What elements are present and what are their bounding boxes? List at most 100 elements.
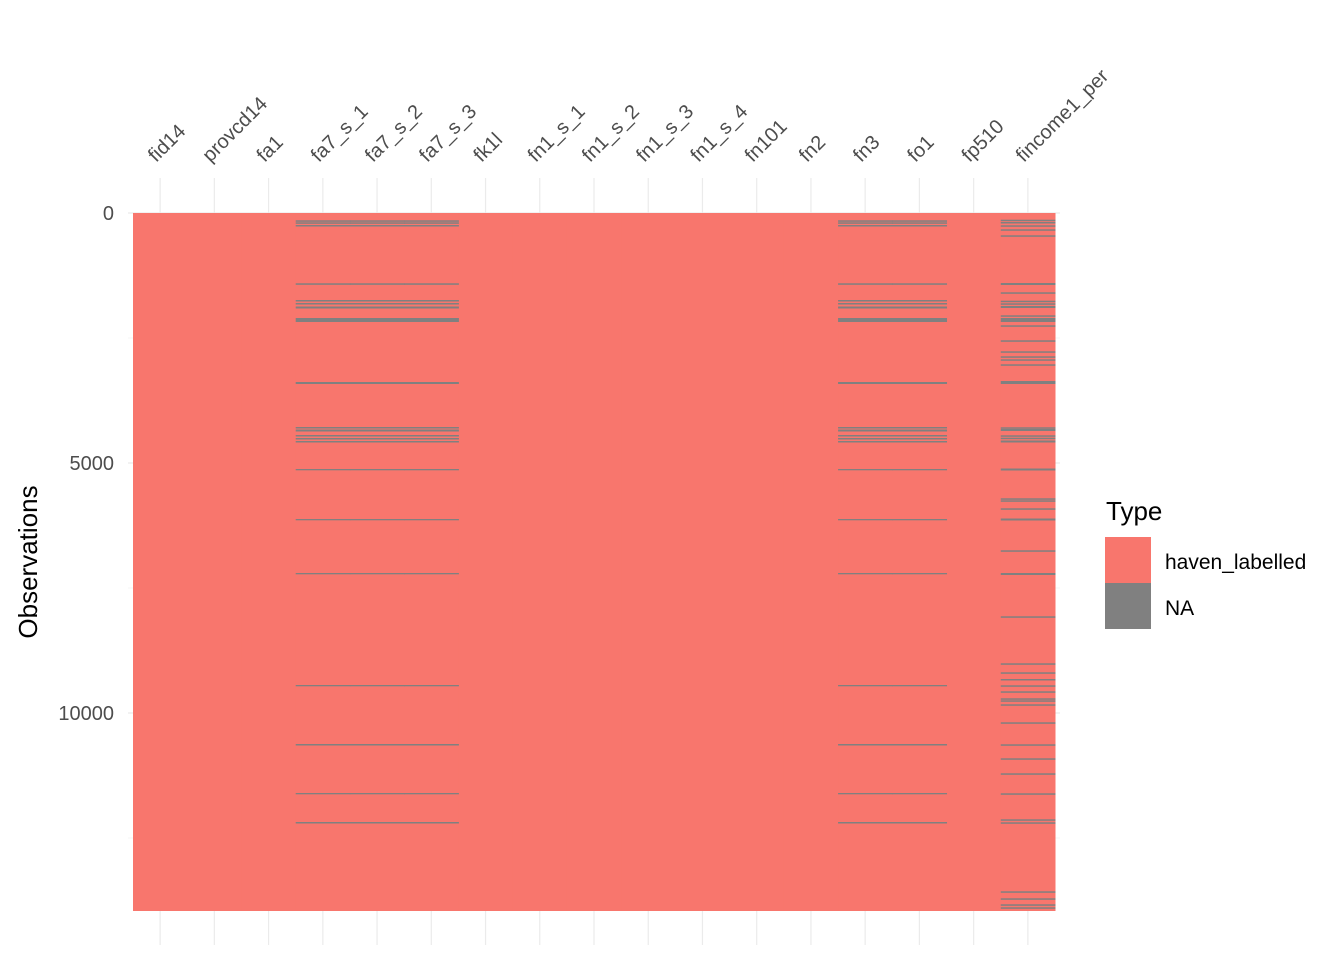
- na-mark-fa7_s_3: [404, 283, 459, 285]
- y-tick-label: 0: [103, 203, 114, 225]
- x-tick-label: fa7_s_3: [415, 101, 481, 167]
- na-mark-fa7_s_1: [295, 427, 351, 429]
- na-mark-fincome1_per: [1000, 229, 1056, 231]
- na-mark-fincome1_per: [1000, 691, 1056, 693]
- na-mark-fincome1_per: [1000, 351, 1056, 353]
- na-mark-fn3: [838, 793, 893, 795]
- na-mark-fa7_s_1: [295, 283, 351, 285]
- na-mark-fincome1_per: [1000, 303, 1056, 305]
- na-mark-fa7_s_2: [349, 222, 405, 224]
- na-mark-fn3: [838, 469, 893, 471]
- na-mark-fincome1_per: [1000, 429, 1056, 431]
- na-mark-fa7_s_3: [404, 220, 459, 222]
- na-mark-fa7_s_2: [349, 429, 405, 432]
- column-fn1_s_4: [675, 213, 731, 911]
- na-mark-fincome1_per: [1000, 685, 1056, 687]
- column-fn3: [838, 213, 893, 911]
- x-tick-label: fo1: [903, 131, 938, 166]
- na-mark-fincome1_per: [1000, 318, 1056, 322]
- x-tick-label: fincome1_per: [1012, 65, 1113, 166]
- na-mark-fincome1_per: [1000, 315, 1056, 317]
- na-mark-fa7_s_3: [404, 469, 459, 471]
- na-mark-fincome1_per: [1000, 672, 1056, 674]
- na-mark-fn3: [838, 382, 893, 384]
- na-mark-fincome1_per: [1000, 616, 1056, 618]
- na-mark-fincome1_per: [1000, 381, 1056, 384]
- column-fn1_s_2: [566, 213, 622, 911]
- na-mark-fa7_s_2: [349, 318, 405, 322]
- na-mark-fo1: [892, 382, 948, 384]
- na-mark-fincome1_per: [1000, 300, 1056, 303]
- na-mark-fincome1_per: [1000, 437, 1056, 440]
- legend-key-haven-labelled: [1105, 537, 1151, 583]
- na-mark-fo1: [892, 744, 948, 746]
- y-axis-labels: 0 5000 10000: [58, 203, 114, 725]
- na-mark-fa7_s_3: [404, 303, 459, 305]
- na-mark-fa7_s_3: [404, 318, 459, 322]
- na-mark-fa7_s_2: [349, 573, 405, 575]
- na-mark-fn3: [838, 519, 893, 521]
- na-mark-fa7_s_3: [404, 300, 459, 302]
- na-mark-fincome1_per: [1000, 744, 1056, 746]
- na-mark-fn3: [838, 306, 893, 309]
- na-mark-fincome1_per: [1000, 219, 1056, 222]
- na-mark-fa7_s_3: [404, 225, 459, 227]
- na-mark-fa7_s_1: [295, 318, 351, 322]
- na-mark-fa7_s_1: [295, 220, 351, 222]
- column-fn2: [783, 213, 839, 911]
- y-axis-title: Observations: [13, 485, 43, 638]
- column-fa7_s_3: [404, 213, 459, 911]
- na-mark-fa7_s_1: [295, 382, 351, 384]
- na-mark-fincome1_per: [1000, 698, 1056, 700]
- na-mark-fincome1_per: [1000, 573, 1056, 575]
- na-mark-fa7_s_2: [349, 427, 405, 429]
- na-mark-fo1: [892, 300, 948, 302]
- na-mark-fa7_s_1: [295, 744, 351, 746]
- na-mark-fa7_s_2: [349, 793, 405, 795]
- na-mark-fa7_s_3: [404, 306, 459, 309]
- na-mark-fincome1_per: [1000, 758, 1056, 760]
- na-mark-fa7_s_1: [295, 300, 351, 302]
- x-tick-label: fk1l: [470, 129, 508, 167]
- column-fn101: [729, 213, 785, 911]
- na-mark-fn3: [838, 318, 893, 322]
- na-mark-fa7_s_1: [295, 822, 351, 824]
- na-mark-fa7_s_2: [349, 822, 405, 824]
- na-mark-fincome1_per: [1000, 283, 1056, 285]
- x-tick-label: fp510: [958, 116, 1009, 167]
- na-mark-fincome1_per: [1000, 773, 1056, 775]
- na-mark-fa7_s_2: [349, 382, 405, 384]
- na-mark-fa7_s_3: [404, 822, 459, 824]
- na-mark-fincome1_per: [1000, 468, 1056, 471]
- na-mark-fn3: [838, 222, 893, 224]
- legend: Type haven_labelled NA: [1105, 496, 1306, 629]
- column-fa1: [241, 213, 297, 911]
- na-mark-fo1: [892, 435, 948, 437]
- na-mark-fincome1_per: [1000, 904, 1056, 906]
- na-mark-fincome1_per: [1000, 356, 1056, 358]
- na-mark-fincome1_per: [1000, 819, 1056, 821]
- na-mark-fo1: [892, 685, 948, 687]
- na-mark-fincome1_per: [1000, 793, 1056, 795]
- column-fa7_s_2: [349, 213, 405, 911]
- na-mark-fincome1_per: [1000, 364, 1056, 366]
- na-mark-fo1: [892, 306, 948, 309]
- legend-title: Type: [1106, 496, 1162, 526]
- column-fincome1_per: [1000, 213, 1056, 911]
- na-mark-fa7_s_3: [404, 685, 459, 687]
- na-mark-fn3: [838, 744, 893, 746]
- na-mark-fn3: [838, 300, 893, 302]
- na-mark-fa7_s_2: [349, 303, 405, 305]
- na-mark-fo1: [892, 793, 948, 795]
- na-mark-fa7_s_1: [295, 306, 351, 309]
- na-mark-fa7_s_2: [349, 225, 405, 227]
- na-mark-fincome1_per: [1000, 822, 1056, 824]
- na-mark-fa7_s_1: [295, 793, 351, 795]
- na-mark-fa7_s_1: [295, 303, 351, 305]
- na-mark-fo1: [892, 283, 948, 285]
- na-mark-fo1: [892, 220, 948, 222]
- x-tick-label: fa7_s_1: [307, 101, 373, 167]
- na-mark-fa7_s_1: [295, 519, 351, 521]
- na-mark-fincome1_per: [1000, 508, 1056, 510]
